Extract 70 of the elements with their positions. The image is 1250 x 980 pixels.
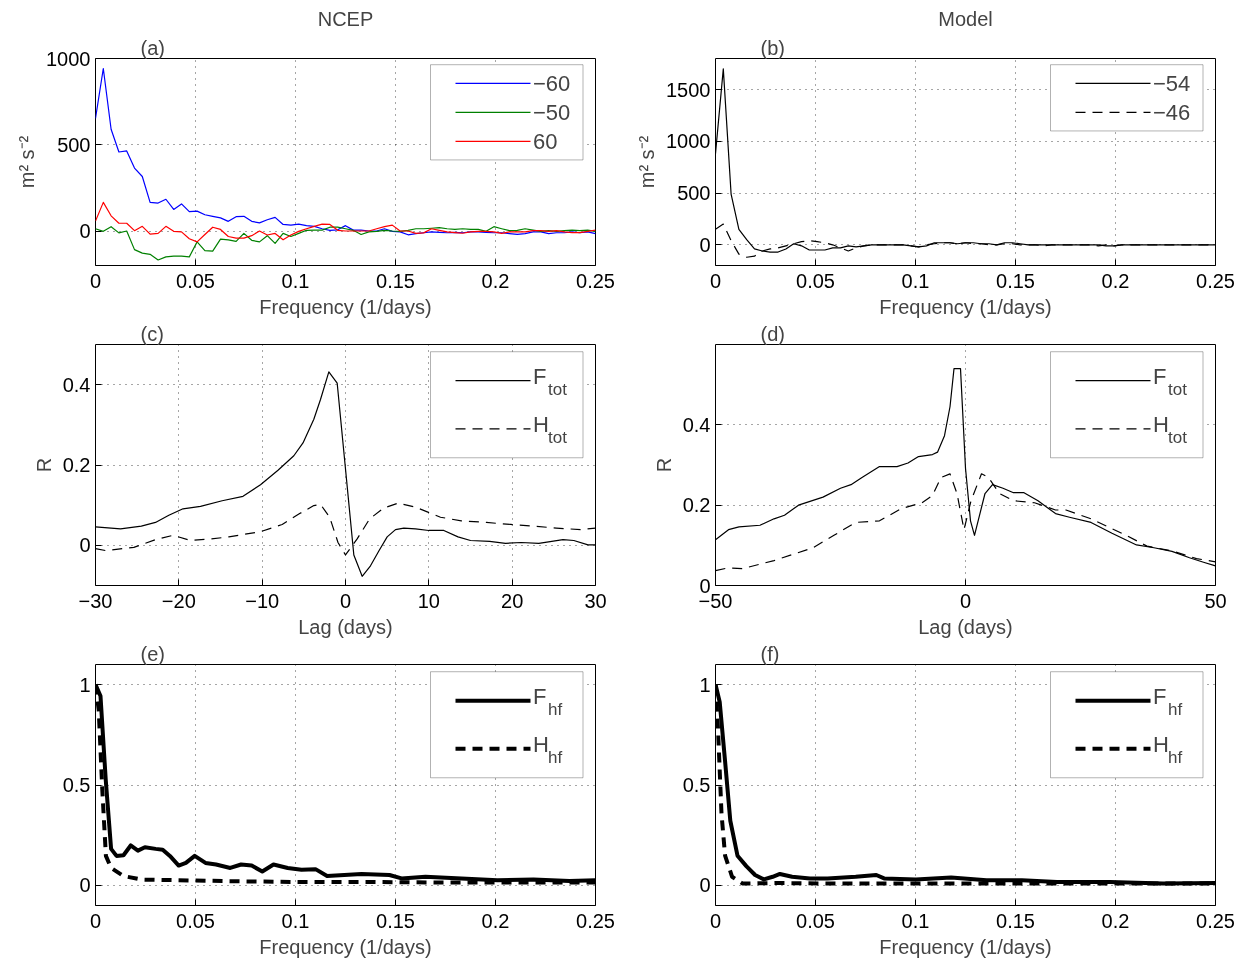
y-tick-label: 0.2 xyxy=(682,494,711,517)
x-tick-label: 0.25 xyxy=(1196,909,1235,932)
y-axis-title: R xyxy=(32,457,55,473)
chart-title: NCEP xyxy=(317,7,374,30)
x-tick-label: 0.1 xyxy=(901,269,930,292)
y-tick-label: 0 xyxy=(699,874,711,897)
x-tick-label: 0.05 xyxy=(796,269,835,292)
y-tick-label: 0 xyxy=(79,534,91,557)
x-tick-label: 0.2 xyxy=(481,909,510,932)
x-tick-label: 10 xyxy=(417,589,440,612)
x-tick-label: 0.05 xyxy=(176,269,215,292)
annotation: (d) xyxy=(760,322,785,345)
y-axis-title: m² s⁻² xyxy=(16,135,39,189)
annotation: (a) xyxy=(140,36,165,59)
y-tick-label: 0.2 xyxy=(62,454,91,476)
annotation: (c) xyxy=(140,322,164,345)
x-tick-label: 0.25 xyxy=(576,909,615,932)
x-axis-title: Frequency (1/days) xyxy=(259,935,432,958)
legend-label: −46 xyxy=(1153,99,1191,125)
x-tick-label: 0.15 xyxy=(996,909,1035,932)
x-tick-label: 0.05 xyxy=(796,909,835,932)
x-tick-label: 0.2 xyxy=(481,269,510,292)
x-tick-label: 0 xyxy=(339,589,352,612)
x-tick-label: −30 xyxy=(78,589,113,612)
x-tick-label: 30 xyxy=(584,589,607,612)
legend-label: −54 xyxy=(1153,70,1191,96)
y-tick-label: 1 xyxy=(699,673,711,696)
x-tick-label: 0.2 xyxy=(1101,269,1130,292)
y-tick-label: 0 xyxy=(79,874,91,897)
y-tick-label: 500 xyxy=(677,182,711,205)
x-tick-label: 0.1 xyxy=(281,909,310,932)
y-tick-label: 0.5 xyxy=(682,774,711,796)
y-tick-label: 0 xyxy=(79,220,91,242)
x-tick-label: 20 xyxy=(501,589,524,612)
y-tick-label: 0.4 xyxy=(62,373,91,396)
y-tick-label: 1 xyxy=(79,673,91,696)
x-tick-label: 0.25 xyxy=(576,269,615,292)
text: (b) xyxy=(760,36,785,59)
x-tick-label: 0.1 xyxy=(281,269,310,292)
x-tick-label: 0.15 xyxy=(376,909,415,932)
text: (f) xyxy=(760,642,780,665)
y-tick-label: 0.4 xyxy=(682,413,711,436)
x-tick-label: 50 xyxy=(1204,589,1227,612)
x-tick-label: −10 xyxy=(245,589,280,612)
x-tick-label: 0 xyxy=(959,589,972,612)
chart-title: Model xyxy=(938,7,993,30)
x-tick-label: 0.05 xyxy=(176,909,215,932)
y-tick-label: 1500 xyxy=(666,78,711,101)
x-tick-label: −20 xyxy=(161,589,196,612)
y-tick-label: 1000 xyxy=(46,47,91,70)
x-axis-title: Lag (days) xyxy=(298,615,393,638)
y-tick-label: 0 xyxy=(699,233,711,256)
x-tick-label: 0.15 xyxy=(996,269,1035,292)
y-tick-label: 500 xyxy=(57,133,91,156)
x-axis-title: Frequency (1/days) xyxy=(879,935,1052,958)
y-axis-title: R xyxy=(652,457,675,473)
x-axis-title: Frequency (1/days) xyxy=(259,295,432,318)
y-tick-label: 1000 xyxy=(666,130,711,153)
legend-label: −50 xyxy=(533,99,571,125)
y-axis-title: m² s⁻² xyxy=(636,135,659,189)
x-axis-title: Lag (days) xyxy=(918,615,1013,638)
x-tick-label: 0.15 xyxy=(376,269,415,292)
legend-label: −60 xyxy=(533,70,571,96)
y-tick-label: 0.5 xyxy=(62,774,91,796)
x-tick-label: 0.25 xyxy=(1196,269,1235,292)
legend-label: 60 xyxy=(533,128,558,154)
text: (e) xyxy=(140,642,165,665)
x-tick-label: 0.1 xyxy=(901,909,930,932)
x-axis-title: Frequency (1/days) xyxy=(879,295,1052,318)
x-tick-label: 0.2 xyxy=(1101,909,1130,932)
